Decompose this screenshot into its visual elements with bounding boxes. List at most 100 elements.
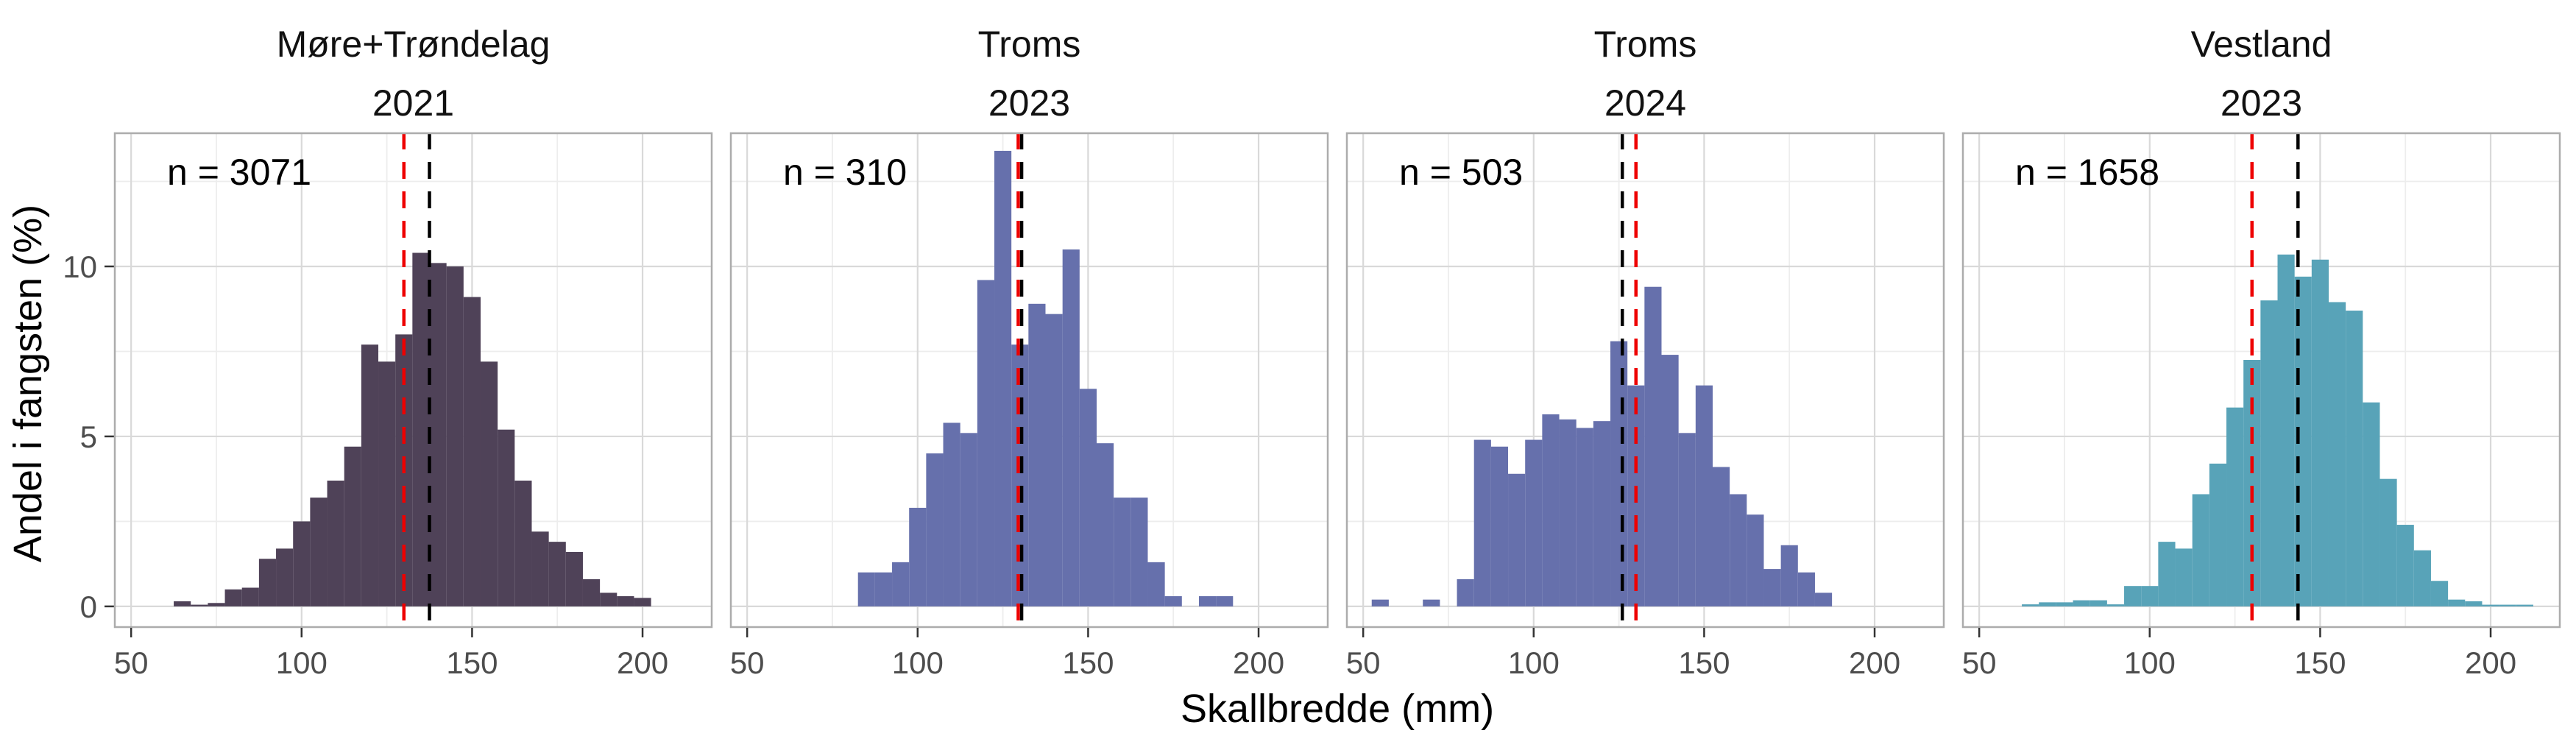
histogram-bar [2260, 300, 2278, 606]
histogram-bar [2516, 604, 2533, 606]
histogram-bar [2396, 525, 2414, 606]
histogram-bar [1780, 545, 1798, 606]
histogram-bar [892, 562, 910, 606]
histogram-bar [208, 603, 225, 606]
x-tick-label: 50 [1346, 645, 1381, 680]
x-tick-label: 50 [1962, 645, 1997, 680]
histogram-bar [2379, 478, 2397, 606]
histogram-bar [2124, 586, 2142, 606]
facet-strip-vestland-2023: Vestland 2023 [1962, 22, 2561, 125]
facet-region-label: Vestland [2190, 24, 2332, 65]
histogram-bar [617, 596, 634, 606]
histogram-bar [1490, 446, 1509, 606]
histogram-bar [2328, 302, 2346, 606]
facet-region-label: Troms [977, 24, 1081, 65]
x-tick-label: 150 [1062, 645, 1114, 680]
facet-year-label: 2023 [988, 82, 1071, 124]
y-tick-label: 0 [80, 590, 97, 624]
histogram-bar [2226, 407, 2244, 606]
histogram-bar [1198, 596, 1217, 606]
histogram-bar [1079, 389, 1097, 606]
histogram-bar [1661, 355, 1679, 606]
facet-strip-more-trondelag-2021: Møre+Trøndelag 2021 [114, 22, 712, 125]
histogram-bar [1045, 314, 1063, 606]
histogram-panel-troms-2023: 50 100 150 200 [729, 132, 1329, 680]
histogram-bar [977, 280, 995, 606]
x-tick-label: 150 [2294, 645, 2346, 680]
panel-border [1961, 132, 2561, 629]
histogram-panel-more-trondelag-2021: 50 100 150 200 [113, 132, 713, 680]
y-axis: 0 5 10 [63, 250, 114, 624]
facet-strip-troms-2023: Troms 2023 [730, 22, 1328, 125]
histogram-bar [378, 361, 396, 606]
histogram-bar [2243, 360, 2261, 606]
histogram-bar [943, 422, 960, 606]
histogram-bar [480, 361, 498, 606]
histogram-bar [548, 542, 566, 606]
x-tick-label: 50 [114, 645, 149, 680]
histogram-bar [310, 498, 328, 606]
histogram-bar [926, 453, 944, 606]
histogram-bar [1576, 428, 1593, 606]
histogram-bar [1423, 599, 1440, 606]
histogram-bar [600, 592, 618, 606]
facet-region-label: Møre+Trøndelag [276, 24, 551, 65]
histogram-bar [1730, 494, 1747, 606]
histogram-bar [224, 589, 242, 606]
histogram-bar [1473, 439, 1491, 606]
histogram-bar [1011, 344, 1029, 606]
x-tick-label: 100 [1508, 645, 1560, 680]
histogram-bar [2022, 604, 2039, 606]
histogram-bar [191, 604, 208, 606]
histogram-bar [174, 601, 191, 606]
x-tick-label: 150 [446, 645, 498, 680]
histogram-bar [361, 344, 379, 606]
histogram-panel-troms-2024: 50 100 150 200 [1345, 132, 1945, 680]
histogram-bar [327, 480, 344, 606]
histogram-bar [2277, 254, 2295, 606]
sample-size-label: n = 503 [1399, 152, 1524, 193]
x-tick-label: 200 [617, 645, 668, 680]
histogram-bar [2158, 542, 2176, 606]
histogram-bar [565, 551, 583, 606]
x-tick-label: 200 [2465, 645, 2516, 680]
histogram-bar [2448, 599, 2466, 606]
histogram-bar [1814, 592, 1833, 606]
histogram-bar [874, 572, 893, 606]
histogram-bar [909, 507, 927, 606]
histogram-bar [2482, 604, 2499, 606]
histogram-bar [1712, 467, 1730, 606]
histogram-bar [2106, 604, 2125, 606]
histogram-bar [429, 263, 447, 606]
histogram-bar [1028, 303, 1046, 606]
x-tick-label: 50 [730, 645, 765, 680]
histogram-bar [1695, 385, 1713, 606]
histogram-bar [1096, 443, 1114, 606]
x-tick-label: 150 [1678, 645, 1730, 680]
histogram-bar [2430, 581, 2449, 606]
histogram-bar [498, 429, 515, 606]
histogram-bar [1216, 596, 1234, 606]
histogram-bar [634, 598, 651, 606]
histogram-bar [2465, 601, 2483, 606]
histogram-bar [2039, 602, 2056, 606]
sample-size-label: n = 3071 [167, 152, 312, 193]
histogram-bar [2311, 259, 2329, 606]
facet-strip-troms-2024: Troms 2024 [1346, 22, 1945, 125]
histogram-bar [1747, 514, 1764, 606]
histogram-bar [258, 559, 277, 606]
histogram-bar [1114, 498, 1131, 606]
histogram-bar [446, 266, 464, 606]
histogram-bar [1147, 562, 1165, 606]
histogram-bar [1525, 439, 1543, 606]
x-tick-label: 100 [2124, 645, 2176, 680]
facet-region-label: Troms [1593, 24, 1697, 65]
sample-size-label: n = 1658 [2015, 152, 2160, 193]
histogram-bar [531, 531, 549, 606]
y-tick-label: 5 [80, 420, 97, 454]
panel-border [113, 132, 713, 629]
histogram-bar [1763, 569, 1781, 606]
x-tick-label: 100 [276, 645, 328, 680]
facet-year-label: 2024 [1604, 82, 1687, 124]
